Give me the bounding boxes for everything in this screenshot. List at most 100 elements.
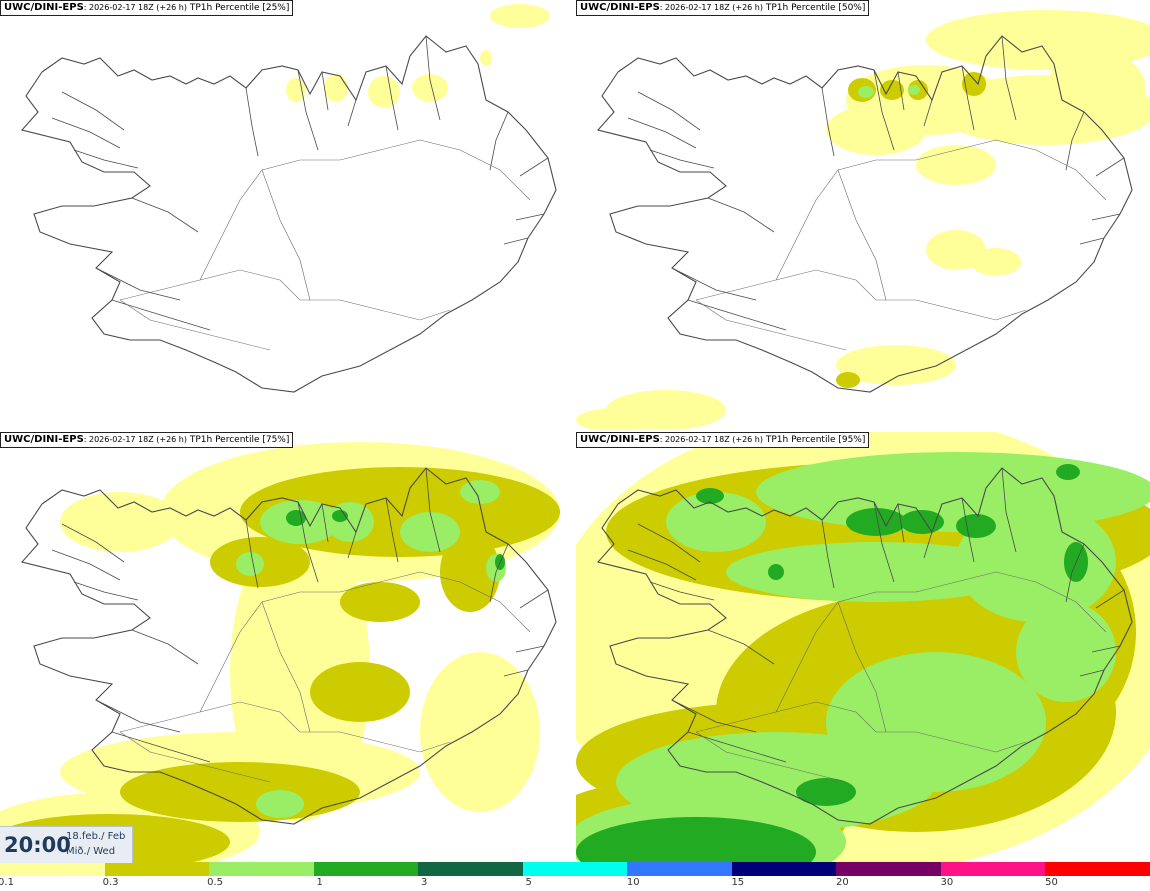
colorbar-segment — [522, 862, 628, 876]
fjord-lines — [51, 35, 549, 331]
run-info: : 2026-02-17 18Z (+26 h) — [83, 435, 187, 444]
fjord-lines — [627, 467, 1125, 763]
run-info: : 2026-02-17 18Z (+26 h) — [83, 3, 187, 12]
panel-title: UWC/DINI-EPS: 2026-02-17 18Z (+26 h) TP1… — [576, 0, 870, 16]
colorbar-tick-label: 1 — [316, 877, 323, 888]
iceland-coastline — [596, 35, 1133, 393]
precip-area-light — [826, 105, 926, 155]
colorbar-segment — [313, 862, 419, 876]
precip-area-olive — [310, 662, 410, 722]
colorbar-tick-label: 20 — [835, 877, 849, 888]
precip-area-lightgreen — [726, 542, 1026, 602]
precipitation-field — [576, 432, 1150, 862]
precip-area-green — [696, 488, 724, 504]
iceland-coastline — [20, 467, 557, 825]
precip-area-light — [971, 248, 1021, 276]
iceland-coastline — [20, 35, 557, 393]
precip-area-green — [956, 514, 996, 538]
precip-area-light — [60, 492, 180, 552]
fjord-lines — [627, 35, 1125, 331]
colorbar-tick-label: 10 — [626, 877, 640, 888]
precip-area-green — [846, 508, 906, 536]
road-lines — [119, 139, 531, 351]
precip-area-light — [286, 78, 306, 102]
colorbar-tick-label: 0.5 — [207, 877, 224, 888]
precip-area-lightgreen — [956, 502, 1116, 622]
colorbar-tick-label: 0.1 — [0, 877, 14, 888]
colorbar-tick-labels: 0.1 0.3 0.5 1 3 5 10 15 20 30 50 — [0, 876, 1150, 891]
iceland-coastline — [596, 467, 1133, 825]
precip-area-light — [368, 76, 400, 108]
colorbar-tick-label: 30 — [940, 877, 954, 888]
precip-area-lightgreen — [1016, 602, 1116, 702]
map-percentile-75 — [0, 442, 560, 862]
run-info: : 2026-02-17 18Z (+26 h) — [659, 3, 763, 12]
colorbar-segment — [104, 862, 210, 876]
panel-title: UWC/DINI-EPS: 2026-02-17 18Z (+26 h) TP1… — [0, 0, 294, 16]
precip-area-light — [576, 408, 656, 430]
valid-date-line-1: 18.feb./ Feb — [66, 831, 126, 842]
precip-area-green — [796, 778, 856, 806]
panel-percentile-75: UWC/DINI-EPS: 2026-02-17 18Z (+26 h) TP1… — [0, 432, 575, 862]
colorbar-tick-label: 15 — [731, 877, 745, 888]
colorbar-segment — [418, 862, 523, 876]
field-title: TP1h Percentile [95%] — [765, 435, 866, 445]
precipitation-colorbar — [0, 862, 1150, 876]
precip-area-lightgreen — [908, 85, 920, 95]
model-name: UWC/DINI-EPS — [4, 2, 84, 13]
field-title: TP1h Percentile [50%] — [765, 3, 866, 13]
precip-area-light — [420, 652, 540, 812]
precip-area-light — [836, 345, 956, 385]
precip-area-green — [286, 510, 306, 526]
precip-area-lightgreen — [326, 502, 374, 542]
colorbar-segment — [940, 862, 1046, 876]
precip-area-light — [412, 74, 448, 102]
precip-area-olive — [836, 372, 860, 388]
colorbar-tick-label: 5 — [525, 877, 532, 888]
precip-area-lightgreen — [400, 512, 460, 552]
colorbar-segment — [627, 862, 732, 876]
colorbar-tick-label: 3 — [420, 877, 428, 888]
colorbar-segment — [0, 862, 105, 876]
valid-time: 20:00 — [4, 833, 71, 857]
road-lines — [119, 571, 531, 783]
valid-date-line-2: Mið./ Wed — [66, 846, 116, 857]
model-name: UWC/DINI-EPS — [580, 2, 660, 13]
colorbar-tick-label: 50 — [1045, 877, 1058, 888]
run-info: : 2026-02-17 18Z (+26 h) — [659, 435, 763, 444]
precip-area-green — [576, 817, 816, 862]
field-title: TP1h Percentile [75%] — [189, 435, 290, 445]
panel-percentile-25: UWC/DINI-EPS: 2026-02-17 18Z (+26 h) TP1… — [0, 0, 575, 430]
valid-time-box: 20:00 18.feb./ Feb Mið./ Wed — [0, 826, 133, 863]
panel-percentile-50: UWC/DINI-EPS: 2026-02-17 18Z (+26 h) TP1… — [576, 0, 1150, 430]
precip-area-lightgreen — [236, 552, 264, 576]
model-name: UWC/DINI-EPS — [4, 434, 84, 445]
map-percentile-95 — [576, 432, 1150, 862]
map-percentile-50 — [576, 10, 1150, 430]
colorbar-segment — [731, 862, 837, 876]
precip-area-light — [480, 50, 492, 66]
panel-percentile-95: UWC/DINI-EPS: 2026-02-17 18Z (+26 h) TP1… — [576, 432, 1150, 862]
field-title: TP1h Percentile [25%] — [189, 3, 290, 13]
road-lines — [695, 571, 1107, 783]
fjord-lines — [51, 467, 549, 763]
precip-area-green — [332, 510, 348, 522]
colorbar-tick-label: 0.3 — [102, 877, 119, 888]
colorbar-segment — [1045, 862, 1150, 876]
precip-area-olive — [962, 72, 986, 96]
colorbar-segment — [836, 862, 941, 876]
colorbar-segment — [209, 862, 314, 876]
model-name: UWC/DINI-EPS — [580, 434, 660, 445]
precip-area-lightgreen — [460, 480, 500, 504]
precip-area-light — [490, 4, 550, 28]
precip-area-light — [916, 145, 996, 185]
map-percentile-25 — [20, 4, 557, 393]
precip-area-green — [768, 564, 784, 580]
precipitation-field — [286, 4, 550, 108]
precip-area-light — [926, 230, 986, 270]
panel-title: UWC/DINI-EPS: 2026-02-17 18Z (+26 h) TP1… — [576, 432, 870, 448]
precip-area-olive — [340, 582, 420, 622]
precip-area-lightgreen — [256, 790, 304, 818]
precip-area-lightgreen — [858, 86, 874, 98]
precip-area-olive — [120, 762, 360, 822]
